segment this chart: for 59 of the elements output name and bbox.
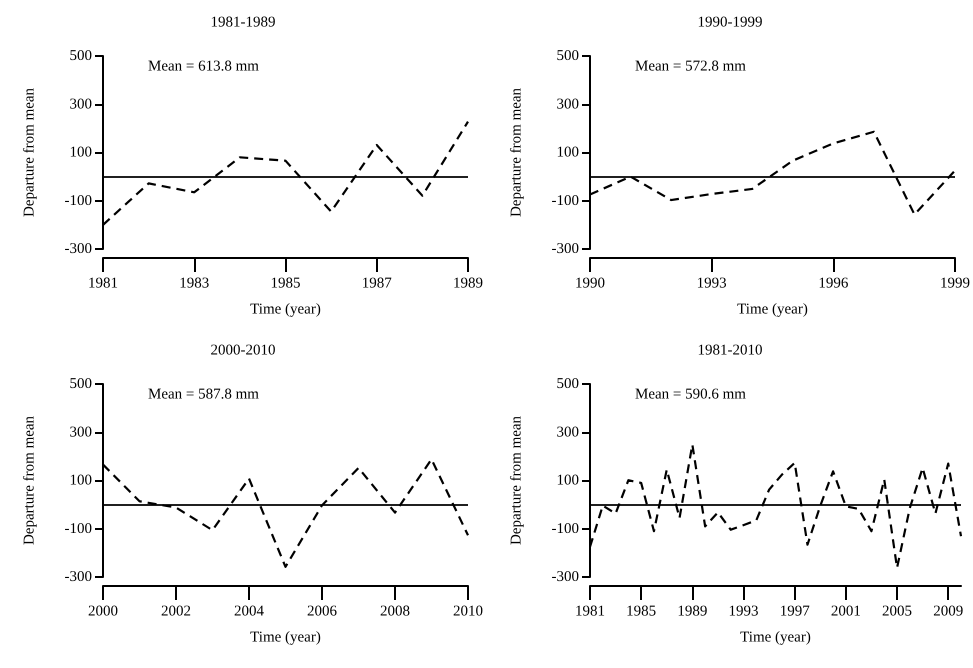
x-tick-label: 2001 bbox=[830, 604, 861, 620]
x-tick-label: 2008 bbox=[380, 604, 410, 620]
x-tick-label: 1999 bbox=[940, 276, 970, 292]
x-tick-label: 2000 bbox=[88, 604, 118, 620]
x-tick-label: 1993 bbox=[696, 276, 727, 292]
annotation: Mean = 613.8 mm bbox=[148, 58, 260, 74]
y-tick-label: -100 bbox=[64, 520, 92, 537]
y-tick-label: 100 bbox=[70, 144, 92, 160]
x-axis-title: Time (year) bbox=[250, 302, 321, 318]
x-axis-title: Time (year) bbox=[250, 630, 321, 646]
x-tick-label: 1997 bbox=[780, 604, 810, 620]
y-tick-label: 300 bbox=[556, 96, 579, 112]
chart-title: 2000-2010 bbox=[210, 342, 276, 358]
y-tick-label: 500 bbox=[556, 48, 579, 64]
y-tick-label: -100 bbox=[552, 520, 579, 537]
x-tick-label: 2002 bbox=[161, 604, 191, 620]
y-tick-label: 300 bbox=[556, 424, 579, 440]
x-tick-label: 1996 bbox=[818, 276, 849, 292]
x-tick-label: 2006 bbox=[307, 604, 338, 620]
x-tick-label: 1990 bbox=[575, 276, 605, 292]
chart-title: 1981-2010 bbox=[698, 342, 762, 358]
x-tick-label: 2005 bbox=[882, 604, 912, 620]
y-tick-label: -100 bbox=[64, 192, 92, 209]
y-tick-label: 300 bbox=[70, 96, 92, 112]
x-tick-label: 1981 bbox=[575, 604, 605, 620]
y-tick-label: -100 bbox=[552, 192, 579, 209]
x-tick-label: 2004 bbox=[234, 604, 264, 620]
annotation: Mean = 587.8 mm bbox=[148, 386, 260, 402]
x-tick-label: 1985 bbox=[626, 604, 656, 620]
x-tick-label: 1993 bbox=[728, 604, 759, 620]
annotation: Mean = 590.6 mm bbox=[635, 386, 746, 402]
x-tick-label: 1983 bbox=[179, 276, 210, 292]
y-axis-title: Departure from mean bbox=[508, 415, 524, 546]
y-tick-label: -300 bbox=[64, 241, 92, 257]
y-tick-label: 500 bbox=[556, 376, 579, 392]
x-tick-label: 1989 bbox=[677, 604, 708, 620]
x-tick-label: 1981 bbox=[88, 276, 118, 292]
y-tick-label: 500 bbox=[70, 48, 92, 64]
y-tick-label: 100 bbox=[70, 472, 92, 488]
annotation: Mean = 572.8 mm bbox=[635, 58, 746, 74]
y-tick-label: 500 bbox=[70, 376, 92, 392]
y-tick-label: -300 bbox=[552, 569, 579, 585]
y-axis-title: Departure from mean bbox=[22, 87, 38, 218]
y-tick-label: 100 bbox=[556, 472, 579, 488]
y-axis-title: Departure from mean bbox=[508, 87, 524, 218]
chart-title: 1981-1989 bbox=[210, 14, 276, 30]
y-tick-label: -300 bbox=[552, 241, 579, 257]
x-tick-label: 1989 bbox=[453, 276, 483, 292]
y-tick-label: -300 bbox=[64, 569, 92, 585]
x-tick-label: 2009 bbox=[933, 604, 964, 620]
x-axis-title: Time (year) bbox=[740, 630, 811, 646]
x-tick-label: 2010 bbox=[453, 604, 483, 620]
y-tick-label: 300 bbox=[70, 424, 92, 440]
y-tick-label: 100 bbox=[556, 144, 579, 160]
y-axis-title: Departure from mean bbox=[22, 415, 38, 546]
chart-title: 1990-1999 bbox=[698, 14, 762, 30]
x-tick-label: 1985 bbox=[270, 276, 300, 292]
x-tick-label: 1987 bbox=[362, 276, 392, 292]
x-axis-title: Time (year) bbox=[737, 302, 808, 318]
